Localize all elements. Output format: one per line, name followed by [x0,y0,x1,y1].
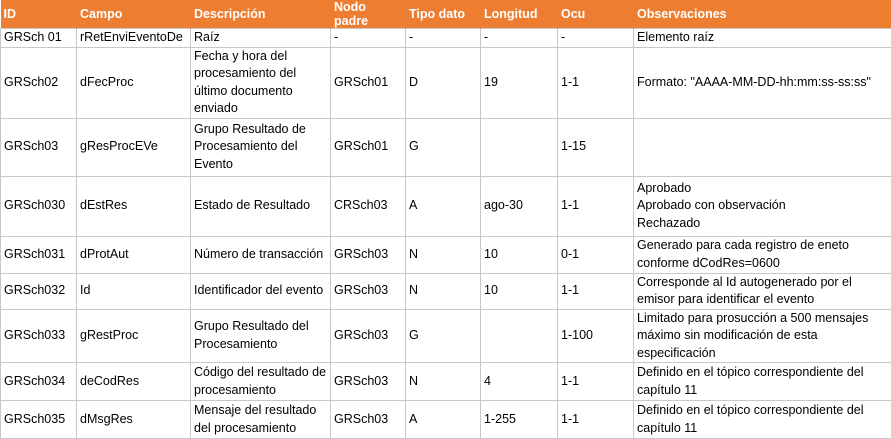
table-cell: GRSch03 [331,363,406,401]
table-cell: Mensaje del resultado del procesamiento [191,401,331,439]
table-cell: N [406,273,481,309]
header-cell: Longitud [481,0,558,29]
table-cell: 1-1 [558,401,634,439]
table-cell: GRSch03 [331,309,406,363]
table-cell: D [406,47,481,118]
table-cell: Definido en el tópico correspondiente de… [634,401,891,439]
table-cell: GRSch034 [1,363,77,401]
header-cell: Campo [77,0,191,29]
table-cell: GRSch03 [331,401,406,439]
table-cell: gRestProc [77,309,191,363]
table-cell [634,118,891,176]
table-cell: 10 [481,236,558,273]
table-cell: deCodRes [77,363,191,401]
table-cell: Formato: "AAAA-MM-DD-hh:mm:ss-ss:ss" [634,47,891,118]
table-cell: Generado para cada registro de eneto con… [634,236,891,273]
table-cell: GRSch035 [1,401,77,439]
table-cell: G [406,118,481,176]
table-cell: Limitado para prosucción a 500 mensajes … [634,309,891,363]
table-cell: 1-1 [558,47,634,118]
table-cell: Id [77,273,191,309]
table-cell: Identificador del evento [191,273,331,309]
header-cell: Nodo padre [331,0,406,29]
table-cell: GRSch03 [1,118,77,176]
table-cell: GRSch01 [331,47,406,118]
table-cell: rRetEnviEventoDe [77,29,191,48]
table-cell: GRSch03 [331,273,406,309]
table-cell: CRSch03 [331,176,406,236]
header-cell: Observaciones [634,0,891,29]
table-cell: - [406,29,481,48]
table-cell: 1-1 [558,273,634,309]
table-cell: GRSch02 [1,47,77,118]
table-cell: Definido en el tópico correspondiente de… [634,363,891,401]
table-cell: GRSch031 [1,236,77,273]
table-cell: GRSch 01 [1,29,77,48]
table-cell: GRSch03 [331,236,406,273]
table-cell: GRSch030 [1,176,77,236]
table-cell: 1-100 [558,309,634,363]
table-cell: N [406,236,481,273]
table-cell: dEstRes [77,176,191,236]
cell-line: Aprobado [637,180,888,198]
table-cell: - [481,29,558,48]
table-cell: Grupo Resultado del Procesamiento [191,309,331,363]
header-cell: ID [1,0,77,29]
table-cell: GRSch032 [1,273,77,309]
table-cell: dMsgRes [77,401,191,439]
table-cell: 10 [481,273,558,309]
table-cell: Raíz [191,29,331,48]
table-cell: Número de transacción [191,236,331,273]
table-cell: 1-1 [558,176,634,236]
table-cell: gResProcEVe [77,118,191,176]
table-cell: dProtAut [77,236,191,273]
table-cell: G [406,309,481,363]
table-cell: A [406,176,481,236]
table-cell: 0-1 [558,236,634,273]
table-cell: Corresponde al Id autogenerado por el em… [634,273,891,309]
table-cell: 1-1 [558,363,634,401]
table-cell: 1-255 [481,401,558,439]
table-cell: Código del resultado de procesamiento [191,363,331,401]
table-cell: 4 [481,363,558,401]
header-cell: Ocu [558,0,634,29]
table-cell: dFecProc [77,47,191,118]
table-cell [481,118,558,176]
table-cell: ago-30 [481,176,558,236]
table-cell: - [558,29,634,48]
cell-line: Rechazado [637,215,888,233]
table-cell: - [331,29,406,48]
table-cell: A [406,401,481,439]
table-cell: 19 [481,47,558,118]
table-cell: Grupo Resultado de Procesamiento del Eve… [191,118,331,176]
cell-line: Aprobado con observación [637,197,888,215]
table-cell: Estado de Resultado [191,176,331,236]
table-cell: N [406,363,481,401]
table-cell: GRSch033 [1,309,77,363]
table-cell: Fecha y hora del procesamiento del últim… [191,47,331,118]
header-cell: Tipo dato [406,0,481,29]
table-cell: GRSch01 [331,118,406,176]
table-cell: 1-15 [558,118,634,176]
table-cell [481,309,558,363]
table-cell: Elemento raíz [634,29,891,48]
header-cell: Descripción [191,0,331,29]
